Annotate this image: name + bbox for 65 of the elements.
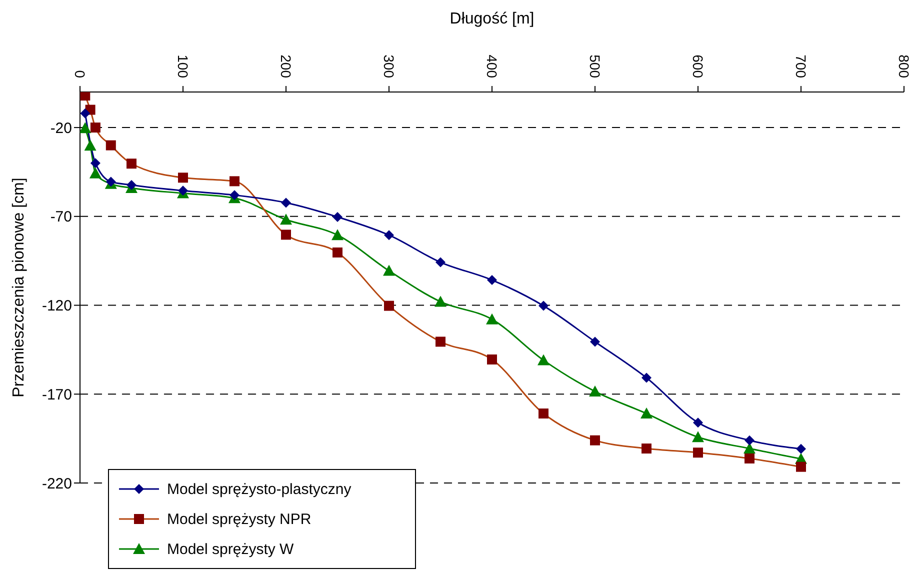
- point: [487, 275, 497, 286]
- point: [590, 435, 600, 446]
- point: [434, 296, 446, 307]
- point: [642, 372, 652, 383]
- legend-label: Model sprężysto-plastyczny: [167, 480, 352, 498]
- point: [280, 214, 292, 225]
- point: [178, 172, 188, 183]
- point: [178, 186, 188, 196]
- point: [642, 444, 652, 454]
- x-tick-label: 300: [381, 54, 397, 78]
- point: [487, 354, 497, 364]
- y-tick-label: -170: [42, 386, 72, 404]
- point: [744, 453, 754, 464]
- point: [332, 212, 342, 222]
- point: [538, 300, 548, 311]
- point: [80, 92, 90, 101]
- point: [90, 158, 100, 168]
- x-tick-label: 200: [278, 54, 294, 78]
- point: [640, 408, 652, 419]
- x-tick-label: 100: [175, 54, 191, 78]
- point: [126, 158, 136, 169]
- point: [106, 140, 116, 150]
- point: [126, 180, 136, 190]
- x-tick-label: 700: [793, 54, 809, 78]
- point: [80, 122, 92, 134]
- point: [384, 230, 394, 240]
- x-tick-label: 600: [690, 54, 706, 78]
- point: [383, 264, 395, 276]
- point: [590, 336, 600, 347]
- point: [486, 313, 498, 324]
- x-tick-label: 400: [484, 54, 500, 78]
- x-tick-label: 500: [587, 54, 603, 78]
- point: [744, 442, 756, 454]
- legend-label: Model sprężysty NPR: [167, 510, 312, 528]
- point: [80, 108, 90, 118]
- x-axis-title: Długość [m]: [450, 10, 534, 28]
- point: [332, 247, 342, 258]
- point: [84, 140, 96, 151]
- y-tick-label: -220: [42, 475, 72, 492]
- point: [589, 385, 601, 396]
- y-axis-title: Przemieszczenia pionowe [cm]: [10, 178, 28, 398]
- point: [230, 190, 240, 200]
- x-tick-label: 0: [72, 70, 88, 78]
- y-tick-label: -120: [42, 298, 72, 315]
- point: [796, 444, 806, 454]
- y-tick-label: -20: [50, 120, 72, 137]
- point: [538, 354, 550, 366]
- point: [693, 448, 703, 458]
- point: [230, 176, 240, 186]
- point: [436, 257, 446, 268]
- x-tick-label: 800: [896, 54, 912, 78]
- point: [744, 435, 754, 446]
- point: [90, 122, 100, 133]
- point: [436, 336, 446, 347]
- point: [281, 230, 291, 240]
- point: [332, 229, 344, 240]
- y-tick-label: -70: [50, 208, 72, 226]
- point: [796, 462, 806, 472]
- point: [538, 408, 548, 419]
- point: [281, 198, 291, 208]
- point: [692, 431, 704, 442]
- legend-label: Model sprężysty W: [167, 540, 294, 558]
- point: [384, 300, 394, 311]
- point: [693, 418, 703, 428]
- point: [89, 167, 102, 178]
